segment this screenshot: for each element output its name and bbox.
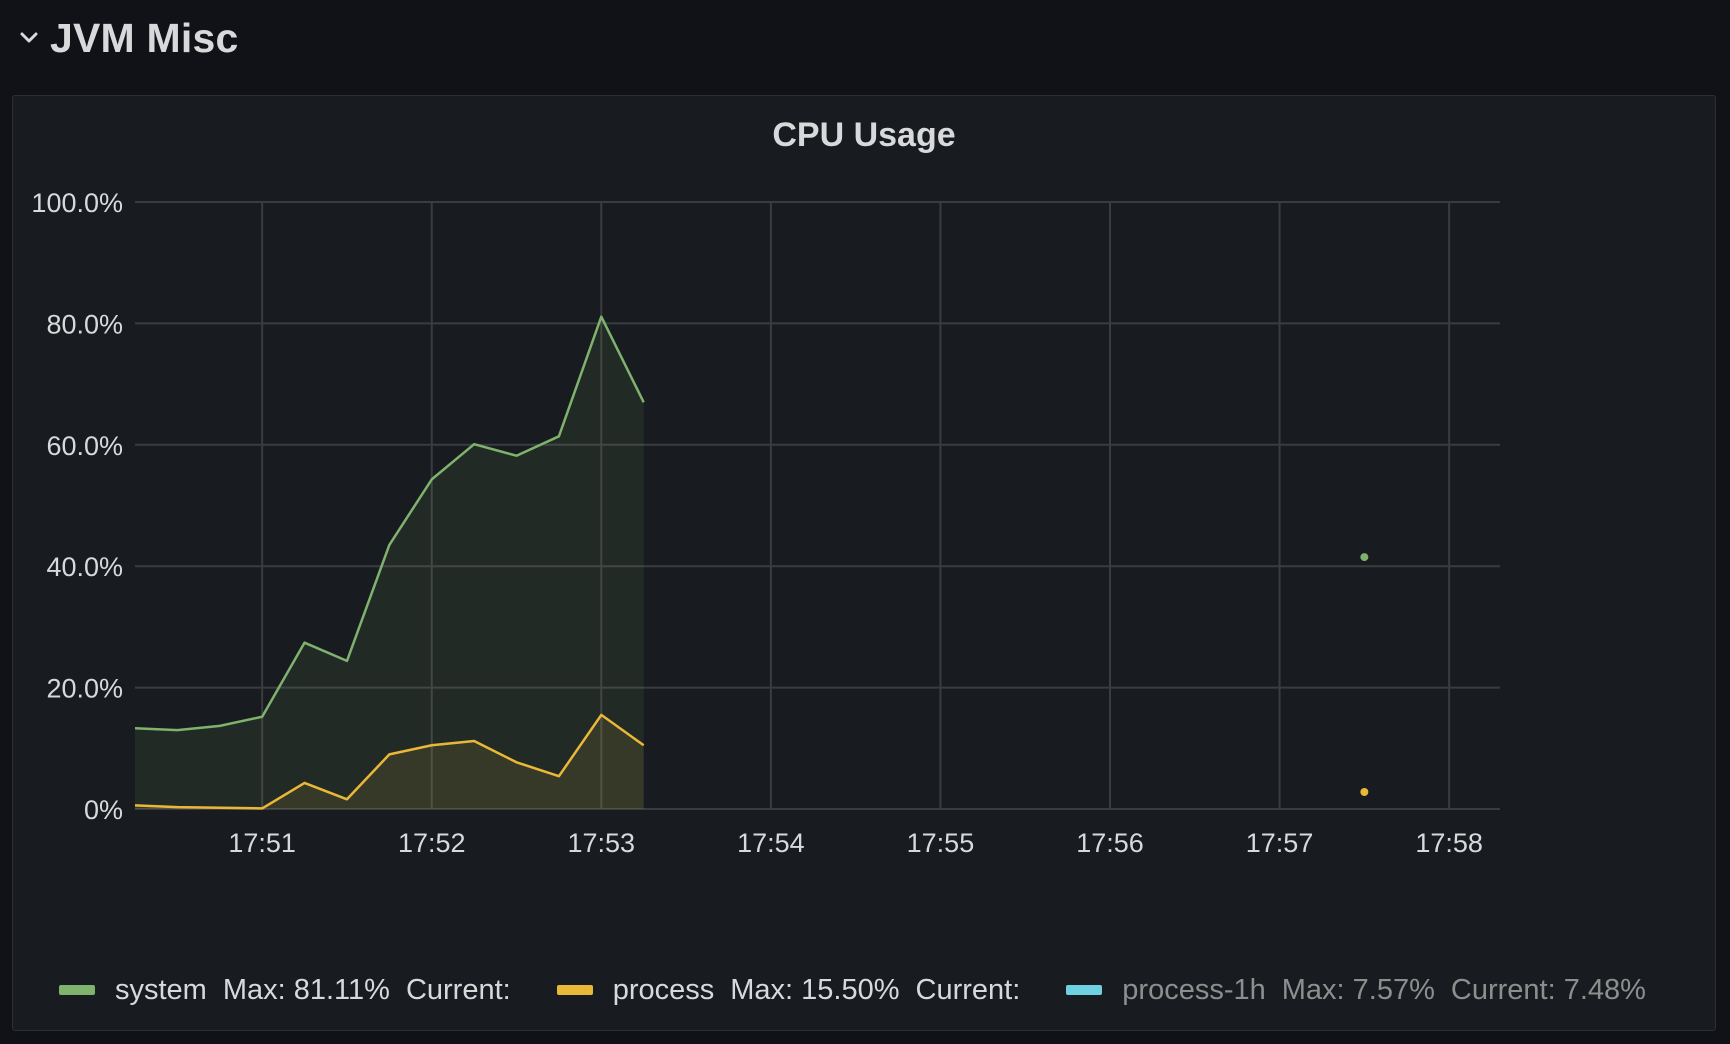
x-tick-label: 17:55	[907, 828, 975, 858]
series-area-system	[135, 316, 644, 809]
x-tick-label: 17:54	[737, 828, 805, 858]
legend-max-value: Max: 7.57%	[1281, 973, 1435, 1006]
legend-item-system[interactable]: system Max: 81.11% Current:	[59, 974, 527, 1007]
legend-item-process[interactable]: process Max: 15.50% Current:	[556, 973, 1037, 1007]
chevron-down-icon[interactable]	[18, 27, 40, 49]
series-line-process[interactable]	[134, 713, 645, 810]
legend-current-value: Current: 7.48%	[1450, 973, 1646, 1006]
legend-max-value: Max: 15.50%	[730, 973, 900, 1006]
row-title: JVM Misc	[50, 14, 239, 61]
cpu-usage-panel: CPU Usage 0% 20.0% 40.0% 60.0% 80.0% 100.0% 17…	[12, 95, 1716, 1031]
y-tick-label: 60.0%	[46, 431, 123, 461]
panel-title[interactable]: CPU Usage	[772, 116, 956, 154]
legend-item-process-1h[interactable]: process-1h Max: 7.57% Current: 7.48%	[1066, 974, 1662, 1007]
data-point-process[interactable]	[1360, 788, 1369, 797]
x-tick-label: 17:52	[398, 828, 466, 858]
legend-series-name[interactable]: system	[115, 973, 207, 1006]
y-tick-label: 0%	[84, 795, 123, 825]
x-tick-label: 17:51	[228, 828, 296, 858]
legend-swatch[interactable]	[556, 985, 593, 995]
cpu-usage-chart[interactable]: 0% 20.0% 40.0% 60.0% 80.0% 100.0% 17:51 17:52 17…	[13, 96, 1717, 966]
x-tick-label: 17:56	[1076, 828, 1144, 858]
legend: system Max: 81.11% Current: process Max: 15.…	[59, 968, 1692, 1012]
legend-current-value: Current:	[405, 973, 511, 1006]
y-tick-label: 20.0%	[46, 674, 123, 704]
legend-series-name[interactable]: process	[612, 973, 715, 1006]
legend-series-name[interactable]: process-1h	[1122, 973, 1266, 1006]
y-tick-label: 80.0%	[46, 309, 123, 339]
series-line-system[interactable]	[134, 315, 645, 732]
series-area-process	[135, 714, 644, 809]
legend-swatch[interactable]	[59, 985, 95, 995]
y-tick-label: 40.0%	[46, 552, 123, 582]
y-tick-label: 100.0%	[31, 188, 123, 218]
x-tick-label: 17:53	[568, 828, 636, 858]
x-tick-label: 17:58	[1415, 828, 1483, 858]
data-point-system[interactable]	[1360, 553, 1369, 562]
row-header[interactable]: JVM Misc	[18, 8, 238, 68]
legend-max-value: Max: 81.11%	[222, 973, 390, 1006]
legend-swatch[interactable]	[1066, 985, 1103, 995]
x-tick-label: 17:57	[1246, 828, 1314, 858]
legend-current-value: Current:	[915, 973, 1021, 1006]
